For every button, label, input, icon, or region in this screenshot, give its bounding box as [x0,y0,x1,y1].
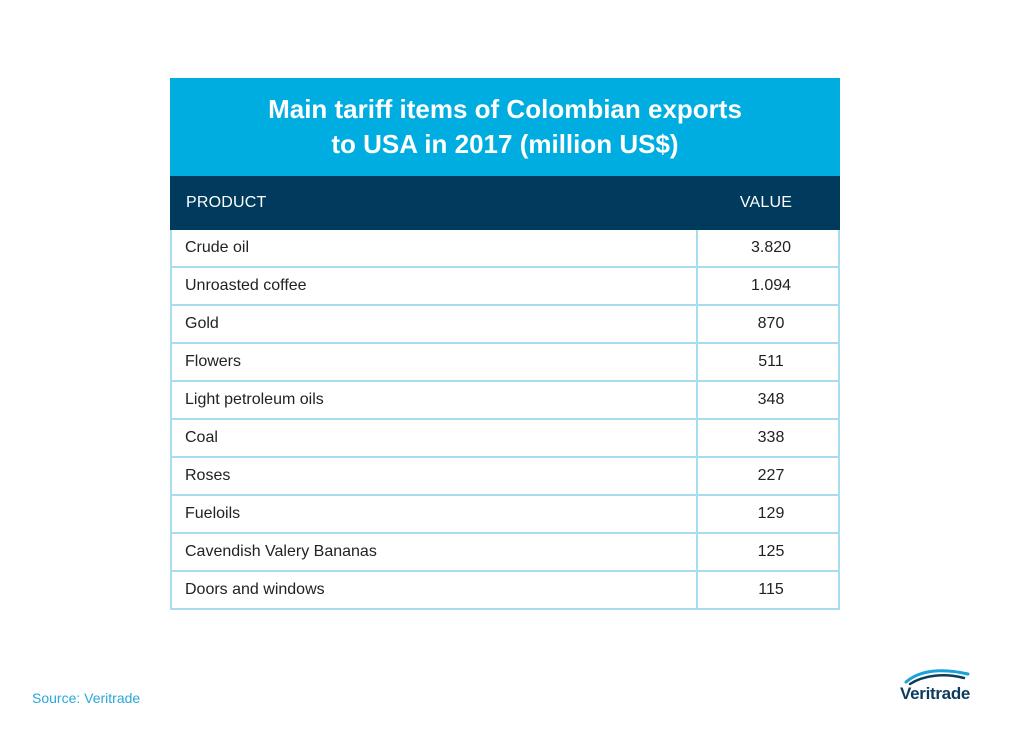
value-cell: 338 [757,429,785,446]
value-cell: 3.820 [750,239,792,256]
table-row: Cavendish Valery Bananas 125 [172,532,838,570]
product-cell: Cavendish Valery Bananas [172,534,698,570]
table-title: Main tariff items of Colombian exports t… [170,78,840,176]
product-cell: Gold [172,306,698,342]
product-cell: Fueloils [172,496,698,532]
product-cell: Unroasted coffee [172,268,698,304]
exports-table-card: Main tariff items of Colombian exports t… [170,78,840,610]
product-cell: Flowers [172,344,698,380]
value-cell: 115 [758,581,784,598]
product-cell: Light petroleum oils [172,382,698,418]
table-title-line-2: to USA in 2017 (million US$) [331,129,679,159]
product-cell: Crude oil [172,230,698,266]
table-row: Doors and windows 115 [172,570,838,608]
product-cell: Coal [172,420,698,456]
column-header-value: VALUE [739,194,793,211]
veritrade-logo: Veritrade [900,666,990,710]
source-note: Source: Veritrade [32,690,141,706]
table-body: Crude oil 3.820 Unroasted coffee 1.094 Gold 8… [170,230,840,610]
table-row: Crude oil 3.820 [172,230,838,266]
table-row: Gold 870 [172,304,838,342]
value-cell: 227 [757,467,785,484]
column-header-product: PRODUCT [186,194,267,211]
value-cell: 348 [757,391,785,408]
value-cell: 129 [757,505,785,522]
logo-swoosh-icon [904,669,970,686]
value-cell: 1.094 [750,277,792,294]
table-row: Fueloils 129 [172,494,838,532]
table-row: Unroasted coffee 1.094 [172,266,838,304]
table-title-line-1: Main tariff items of Colombian exports [268,94,742,124]
table-header-row: PRODUCT VALUE [170,176,840,230]
value-cell: 870 [757,315,785,332]
product-cell: Roses [172,458,698,494]
logo-wordmark: Veritrade [900,684,971,703]
value-cell: 125 [757,543,785,560]
table-row: Light petroleum oils 348 [172,380,838,418]
table-row: Roses 227 [172,456,838,494]
table-row: Coal 338 [172,418,838,456]
product-cell: Doors and windows [172,572,698,608]
value-cell: 511 [758,353,784,370]
table-row: Flowers 511 [172,342,838,380]
